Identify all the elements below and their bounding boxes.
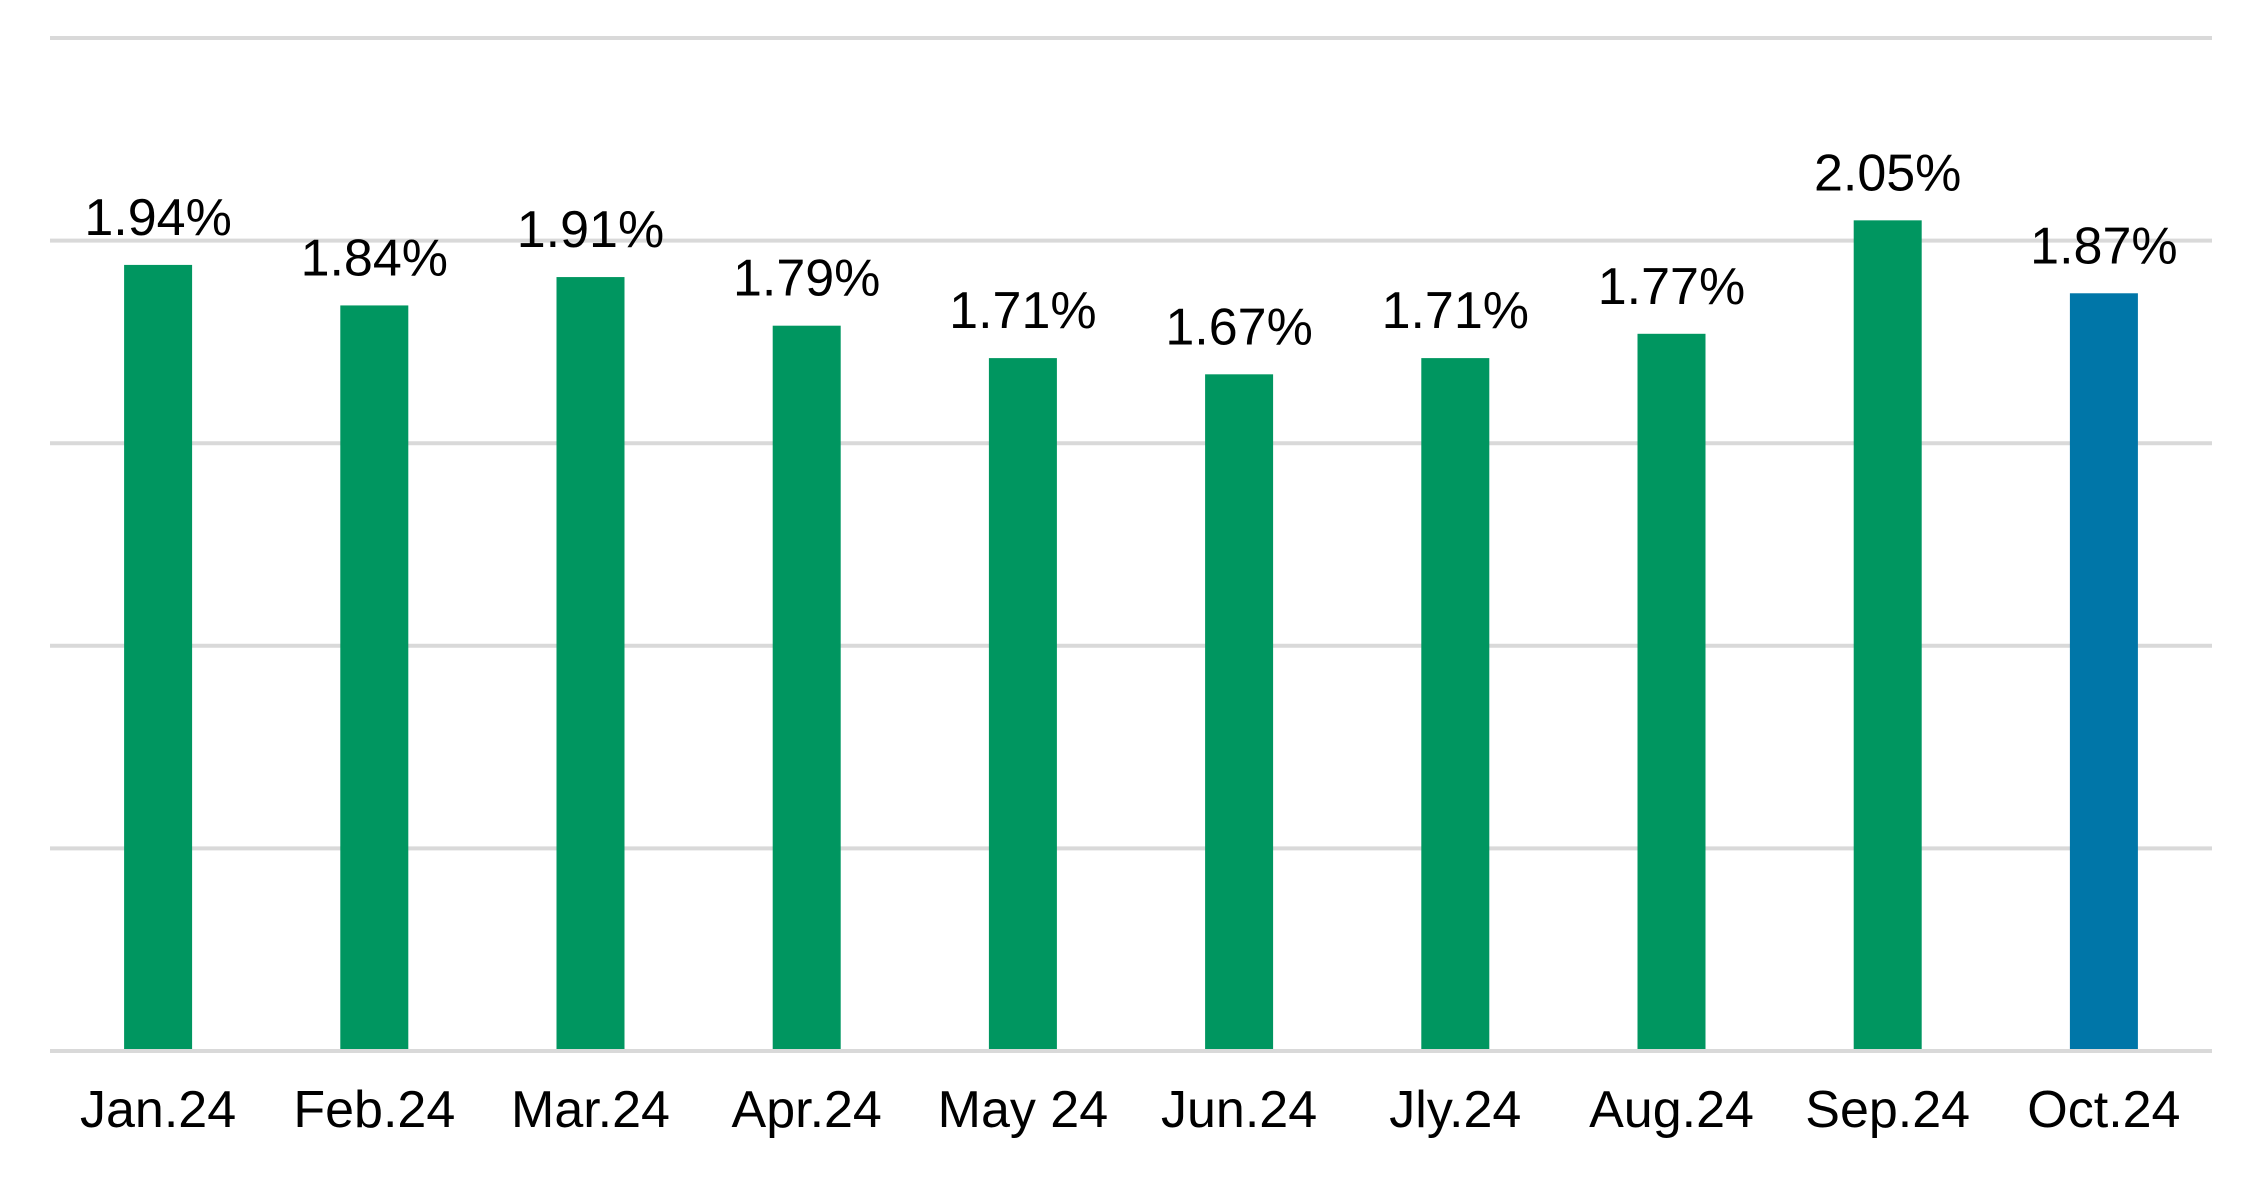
bar-jly-24 [1421,358,1490,1049]
x-tick-label: Jun.24 [1161,1081,1317,1139]
x-tick-label: Aug.24 [1589,1081,1754,1139]
bar-jan-24 [124,264,193,1049]
gridlines [50,36,2212,1053]
bar-aug-24 [1637,333,1706,1049]
bars [124,220,2138,1050]
x-tick-label: Sep.24 [1805,1081,1970,1139]
data-label: 1.71% [949,282,1096,340]
bar-may-24 [988,358,1057,1049]
x-tick-label: Apr.24 [732,1081,882,1139]
data-label: 1.94% [84,189,231,247]
data-label: 1.71% [1382,282,1529,340]
x-tick-label: Oct.24 [2027,1081,2180,1139]
bar-mar-24 [556,277,625,1049]
data-label: 2.05% [1814,144,1961,202]
data-label: 1.67% [1165,298,1312,356]
data-label: 1.77% [1598,258,1745,316]
x-tick-label: Mar.24 [511,1081,670,1139]
bar-apr-24 [772,325,841,1049]
x-tick-label: Jan.24 [80,1081,236,1139]
x-tick-label: May 24 [938,1081,1109,1139]
bar-feb-24 [340,305,409,1049]
data-label: 1.87% [2030,217,2177,275]
data-labels: 1.94% 1.84% 1.91% 1.79% 1.71% 1.67% 1.71% 1.77%… [84,144,2177,356]
bar-sep-24 [1853,220,1922,1050]
data-label: 1.91% [517,201,664,259]
data-label: 1.79% [733,250,880,308]
x-axis-tick-labels: Jan.24 Feb.24 Mar.24 Apr.24 May 24 Jun.24 Jly.… [80,1081,2180,1139]
x-tick-label: Feb.24 [293,1081,455,1139]
bar-oct-24 [2069,293,2138,1049]
bar-jun-24 [1205,374,1274,1049]
data-label: 1.84% [301,229,448,287]
x-tick-label: Jly.24 [1389,1081,1521,1139]
